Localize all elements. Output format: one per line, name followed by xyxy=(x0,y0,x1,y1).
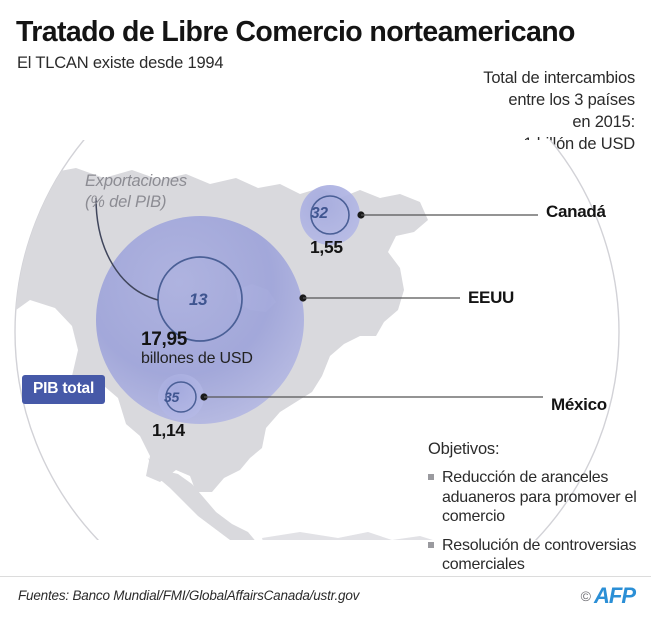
objetivo-item-1: Reducción de aranceles aduaneros para pr… xyxy=(428,468,643,527)
globe-svg xyxy=(14,140,620,540)
page-title: Tratado de Libre Comercio norteamericano xyxy=(16,16,575,48)
footer-divider xyxy=(0,576,651,577)
gdp-value-eeuu: 17,95 xyxy=(141,329,188,350)
bubble-label-eeuu-pct: 13 xyxy=(189,290,208,309)
pib-total-badge: PIB total xyxy=(22,375,106,404)
objetivo-item-1-text: Reducción de aranceles aduaneros para pr… xyxy=(442,469,637,526)
bubble-label-mexico-pct: 35 xyxy=(164,389,179,405)
exportaciones-annotation: Exportaciones (% del PIB) xyxy=(85,171,187,212)
gdp-value-canada: 1,55 xyxy=(310,237,343,257)
page-subtitle: El TLCAN existe desde 1994 xyxy=(17,54,224,72)
leader-curve-exportaciones xyxy=(95,197,159,301)
bubble-label-canada-pct: 32 xyxy=(311,205,328,222)
bubble-eeuu-export-ring xyxy=(157,256,243,342)
total-line-1: Total de intercambios xyxy=(483,69,635,87)
total-line-2: entre los 3 países xyxy=(508,90,635,109)
objetivos-section: Objetivos: Reducción de aranceles aduane… xyxy=(428,440,643,584)
afp-wordmark: AFP xyxy=(594,583,636,608)
exportaciones-line-1: Exportaciones xyxy=(85,172,187,190)
bullet-square-icon xyxy=(428,474,434,480)
bubble-mexico-export-ring xyxy=(165,381,197,413)
gdp-value-eeuu-block: 17,95 billones de USD xyxy=(141,330,253,367)
gdp-value-mexico: 1,14 xyxy=(152,420,185,440)
bubble-canada-outer xyxy=(300,185,360,245)
bubble-canada-export-ring xyxy=(310,195,350,235)
bubble-eeuu-outer xyxy=(96,216,304,424)
afp-logo: © AFP xyxy=(580,583,636,608)
country-label-eeuu: EEUU xyxy=(468,288,515,307)
gdp-unit-eeuu: billones de USD xyxy=(141,350,253,367)
mexico-shape xyxy=(148,458,258,540)
objetivo-item-2: Resolución de controversias comerciales xyxy=(428,536,643,575)
bullet-square-icon xyxy=(428,541,434,548)
exportaciones-line-2: (% del PIB) xyxy=(85,192,167,211)
objetivo-item-2-text: Resolución de controversias comerciales xyxy=(442,536,637,574)
total-line-3: en 2015: xyxy=(572,112,635,131)
copyright-icon: © xyxy=(580,588,591,604)
country-label-canada: Canadá xyxy=(546,202,606,221)
sources-text: Fuentes: Banco Mundial/FMI/GlobalAffairs… xyxy=(18,588,360,603)
bubble-mexico-outer xyxy=(158,374,204,420)
country-label-mexico: México xyxy=(551,395,607,414)
globe-map-area xyxy=(0,140,651,540)
objetivos-title: Objetivos: xyxy=(428,440,500,458)
